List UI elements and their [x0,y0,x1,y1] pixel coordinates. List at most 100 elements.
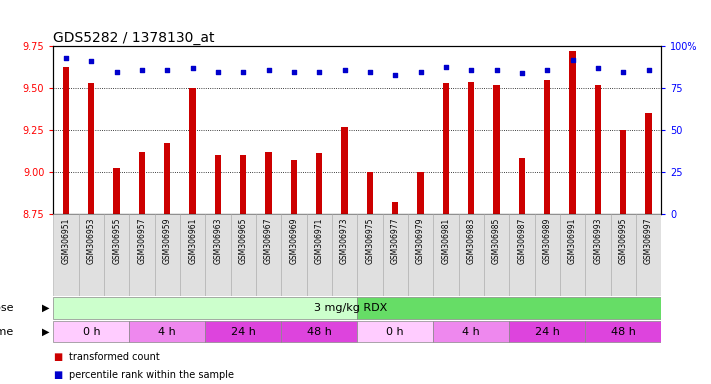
Bar [316,153,323,214]
Bar [544,80,550,214]
Bar [367,172,373,214]
Bar [459,214,484,296]
Text: 24 h: 24 h [535,327,560,337]
Text: 4 h: 4 h [159,327,176,337]
Point [187,65,198,71]
Text: GSM306967: GSM306967 [264,218,273,264]
Text: GSM306997: GSM306997 [644,218,653,264]
Point [618,68,629,74]
Bar [585,214,611,296]
Text: GSM306951: GSM306951 [61,218,70,264]
Bar [509,321,585,343]
Text: transformed count: transformed count [69,352,160,362]
Text: GSM306977: GSM306977 [391,218,400,264]
Text: GSM306991: GSM306991 [568,218,577,264]
Bar [357,214,383,296]
Bar [636,214,661,296]
Bar [265,152,272,214]
Point [161,67,173,73]
Bar [63,66,69,214]
Bar [570,51,576,214]
Point [567,57,578,63]
Text: dose: dose [0,303,14,313]
Bar [104,214,129,296]
Text: GSM306953: GSM306953 [87,218,96,264]
Text: ▶: ▶ [43,327,50,337]
Point [364,68,375,74]
Bar [53,214,79,296]
Text: ■: ■ [53,370,63,380]
Bar [139,152,145,214]
Bar [53,321,129,343]
Bar [611,214,636,296]
Bar [646,113,652,214]
Text: GSM306995: GSM306995 [619,218,628,264]
Bar [357,321,433,343]
Point [440,63,451,70]
Bar [88,83,95,214]
Text: GSM306989: GSM306989 [542,218,552,264]
Text: GSM306971: GSM306971 [315,218,324,264]
Bar [408,214,433,296]
Bar [493,85,500,214]
Point [466,67,477,73]
Bar [594,85,601,214]
Text: 48 h: 48 h [611,327,636,337]
Bar [79,214,104,296]
Bar [240,155,247,214]
Text: 48 h: 48 h [307,327,332,337]
Text: GSM306963: GSM306963 [213,218,223,264]
Bar [129,321,205,343]
Bar [535,214,560,296]
Bar [215,155,221,214]
Point [314,68,325,74]
Point [85,58,97,65]
Bar [164,143,171,214]
Text: GSM306987: GSM306987 [518,218,526,264]
Point [491,67,502,73]
Bar [256,214,282,296]
Text: GSM306969: GSM306969 [289,218,299,264]
Text: percentile rank within the sample: percentile rank within the sample [69,370,234,380]
Bar [509,214,535,296]
Point [213,68,224,74]
Text: GSM306957: GSM306957 [137,218,146,264]
Point [415,68,427,74]
Bar [53,297,357,319]
Text: GSM306979: GSM306979 [416,218,425,264]
Text: GSM306985: GSM306985 [492,218,501,264]
Bar [180,214,205,296]
Bar [282,214,306,296]
Bar [154,214,180,296]
Text: GSM306973: GSM306973 [340,218,349,264]
Text: 24 h: 24 h [231,327,256,337]
Bar [392,202,398,214]
Bar [205,321,282,343]
Bar [560,214,585,296]
Text: GSM306959: GSM306959 [163,218,172,264]
Text: GDS5282 / 1378130_at: GDS5282 / 1378130_at [53,31,215,45]
Text: 0 h: 0 h [387,327,404,337]
Text: GSM306983: GSM306983 [466,218,476,264]
Bar [332,214,357,296]
Bar [306,214,332,296]
Text: 4 h: 4 h [462,327,480,337]
Bar [484,214,509,296]
Bar [585,321,661,343]
Text: ▶: ▶ [43,303,50,313]
Point [516,70,528,76]
Bar [519,158,525,214]
Bar [291,160,297,214]
Bar [433,214,459,296]
Text: 0 h: 0 h [82,327,100,337]
Bar [341,127,348,214]
Text: GSM306965: GSM306965 [239,218,248,264]
Point [111,68,122,74]
Text: 3 mg/kg RDX: 3 mg/kg RDX [314,303,387,313]
Text: GSM306961: GSM306961 [188,218,197,264]
Point [542,67,553,73]
Text: GSM306993: GSM306993 [594,218,602,264]
Text: GSM306955: GSM306955 [112,218,121,264]
Text: ■: ■ [53,352,63,362]
Point [60,55,72,61]
